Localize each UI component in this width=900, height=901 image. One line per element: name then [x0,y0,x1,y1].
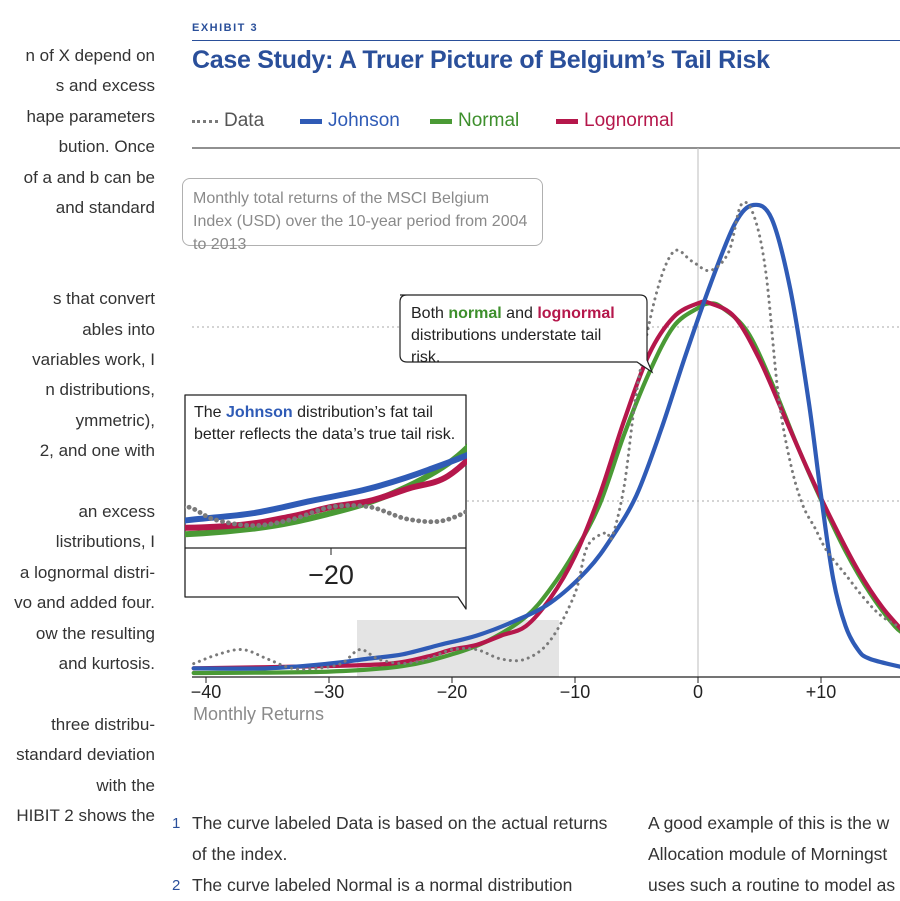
left-column-line: n distributions, [45,380,155,400]
left-column-line: of a and b can be [23,167,155,187]
understate-callout-box [399,294,654,374]
footnote-1: 1 The curve labeled Data is based on the… [172,808,612,870]
legend-johnson-label: Johnson [328,110,400,131]
left-column-line: a lognormal distri- [19,562,155,582]
left-column-line: 2, and one with [39,441,155,461]
understate-callout: Both normal and lognormal distributions … [401,303,645,366]
inset-series-normal [185,443,467,538]
left-column-line: with the [96,775,155,795]
legend-normal-label: Normal [458,110,520,131]
footnote-1-number: 1 [172,815,181,832]
left-column-line: ables into [82,319,155,339]
left-column-line: hape parameters [26,106,155,126]
left-column-line: ymmetric), [75,410,155,430]
x-tick-label: −10 [560,682,591,702]
legend-lognormal: Lognormal [556,110,674,132]
footnotes: 1 The curve labeled Data is based on the… [172,808,612,901]
x-tick-label: 0 [693,682,703,702]
left-column-line: n of X depend on [25,46,155,65]
x-tick-label: −30 [314,682,345,702]
right-line: A good example of this is the w [648,813,890,833]
data-dotted-swatch-icon [192,119,218,123]
johnson-swatch-icon [300,118,322,124]
left-column-line: s and excess [55,76,155,96]
left-column-line: vo and added four. [14,593,155,613]
left-column-line: and kurtosis. [58,654,155,673]
inset-tick-label: −20 [308,560,354,590]
left-column-line: and standard [55,198,155,217]
normal-swatch-icon [430,118,452,124]
x-axis-label: Monthly Returns [193,704,325,724]
legend-data-label: Data [224,110,265,131]
legend-johnson: Johnson [300,110,400,132]
understate-mid: and [506,305,533,322]
exhibit-title: Case Study: A Truer Picture of Belgium’s… [192,46,770,74]
footnote-1-text: The curve labeled Data is based on the a… [192,813,608,864]
x-tick-label: +10 [806,682,837,702]
left-column-line: listributions, I [55,532,155,552]
right-line: Allocation module of Morningst [648,844,888,864]
understate-normal: normal [448,305,502,322]
inset-series-johnson [185,451,467,524]
legend-lognormal-label: Lognormal [584,110,674,131]
johnson-pre: The [194,404,222,421]
right-column-text: A good example of this is the w Allocati… [648,808,900,901]
main-series-data [192,200,900,671]
x-tick-label: −40 [191,682,222,702]
footnote-2-text: The curve labeled Normal is a normal dis… [192,875,573,895]
x-tick-label: −20 [437,682,468,702]
johnson-post: distribution’s fat tail better reflects … [194,404,456,443]
left-column-line: bution. Once [58,137,155,157]
johnson-callout-box [184,394,467,610]
main-series-lognormal [191,299,900,671]
right-line: uses such a routine to model as [648,875,896,895]
johnson-name: Johnson [226,404,293,421]
understate-post: distributions understate tail risk. [411,327,602,366]
left-column-line: standard deviation [16,745,155,765]
left-column-line: an excess [78,502,155,521]
left-column-line: HIBIT 2 shows the [16,806,155,825]
understate-lognormal: lognormal [537,305,615,322]
left-column-line: s that convert [52,289,155,309]
left-column-line: variables work, I [32,350,155,369]
chart-note: Monthly total returns of the MSCI Belgiu… [182,178,543,253]
exhibit-tag: EXHIBIT 3 [192,22,259,34]
lognormal-swatch-icon [556,118,578,124]
left-column-line: three distribu- [51,714,155,734]
main-series-johnson [191,202,900,671]
johnson-callout: The Johnson distribution’s fat tail bett… [186,402,464,452]
left-column-text: n of X depend on s and excess hape paramet… [0,40,175,900]
exhibit-rule [192,40,900,41]
understate-pre: Both [411,305,444,322]
footnote-2: 2 The curve labeled Normal is a normal d… [172,870,612,901]
left-column-line: ow the resulting [35,623,155,643]
legend-normal: Normal [430,110,519,132]
legend-data: Data [192,110,264,132]
footnote-2-number: 2 [172,877,181,894]
